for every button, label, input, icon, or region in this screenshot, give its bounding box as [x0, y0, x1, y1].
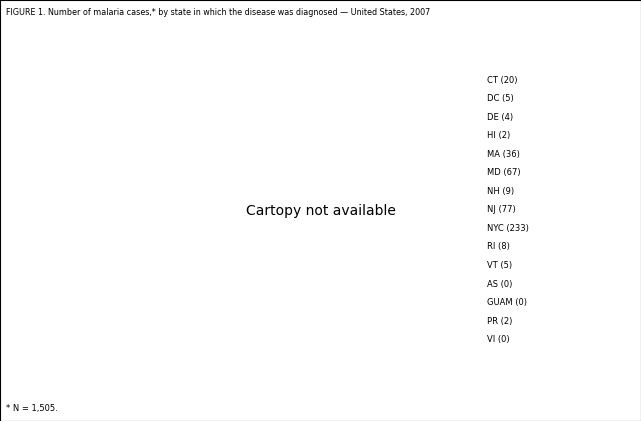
- Text: DE (4): DE (4): [487, 113, 513, 122]
- Text: VI (0): VI (0): [487, 335, 510, 344]
- Text: VT (5): VT (5): [487, 261, 512, 270]
- Text: HI (2): HI (2): [487, 131, 510, 140]
- Text: FIGURE 1. Number of malaria cases,* by state in which the disease was diagnosed : FIGURE 1. Number of malaria cases,* by s…: [6, 8, 431, 17]
- Text: GUAM (0): GUAM (0): [487, 298, 527, 307]
- Text: CT (20): CT (20): [487, 76, 518, 85]
- Text: Cartopy not available: Cartopy not available: [246, 203, 395, 218]
- Text: MD (67): MD (67): [487, 168, 520, 177]
- Text: AS (0): AS (0): [487, 280, 513, 288]
- Text: RI (8): RI (8): [487, 242, 510, 251]
- Text: DC (5): DC (5): [487, 94, 514, 103]
- Text: PR (2): PR (2): [487, 317, 513, 325]
- Text: NJ (77): NJ (77): [487, 205, 516, 214]
- Text: NH (9): NH (9): [487, 187, 514, 196]
- Text: NYC (233): NYC (233): [487, 224, 529, 233]
- Text: MA (36): MA (36): [487, 150, 520, 159]
- Text: * N = 1,505.: * N = 1,505.: [6, 404, 58, 413]
